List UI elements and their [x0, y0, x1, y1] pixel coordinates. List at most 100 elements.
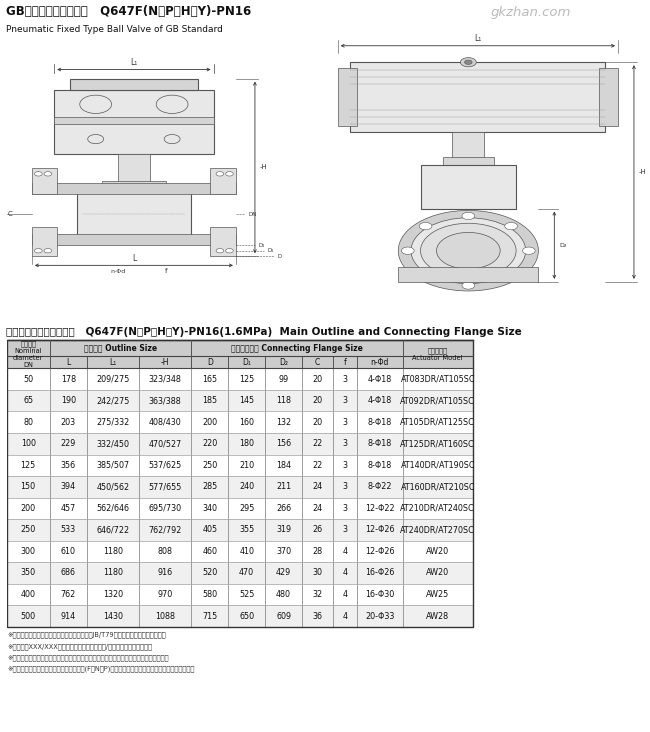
- Bar: [102, 182, 166, 194]
- Text: AT083DR/AT105SC: AT083DR/AT105SC: [400, 375, 475, 384]
- Text: AW20: AW20: [426, 569, 449, 578]
- Bar: [228, 390, 265, 411]
- Bar: [86, 390, 139, 411]
- Bar: [86, 519, 139, 541]
- Bar: [50, 390, 86, 411]
- Text: 24: 24: [312, 482, 322, 491]
- Circle shape: [44, 171, 52, 176]
- Text: 3: 3: [343, 418, 347, 427]
- Text: 1430: 1430: [103, 611, 123, 621]
- Bar: [6, 390, 50, 411]
- Text: 178: 178: [60, 375, 76, 384]
- Bar: [86, 433, 139, 455]
- Bar: [357, 605, 403, 627]
- Bar: [265, 541, 302, 562]
- Text: 457: 457: [60, 504, 76, 513]
- Bar: [139, 541, 191, 562]
- Bar: [191, 455, 228, 476]
- Text: 211: 211: [276, 482, 291, 491]
- Bar: [50, 562, 86, 583]
- Text: 610: 610: [61, 547, 76, 556]
- Bar: [86, 476, 139, 498]
- Text: AT140DR/AT190SC: AT140DR/AT190SC: [400, 460, 475, 470]
- Text: 125: 125: [21, 460, 36, 470]
- Bar: [333, 476, 357, 498]
- Text: 4: 4: [343, 611, 347, 621]
- Text: 285: 285: [202, 482, 217, 491]
- Text: 562/646: 562/646: [96, 504, 129, 513]
- Text: 执行器型号
Actuator Model: 执行器型号 Actuator Model: [413, 348, 463, 361]
- Bar: [86, 583, 139, 605]
- Bar: [211, 168, 236, 194]
- Bar: [452, 132, 484, 159]
- Text: 65: 65: [23, 396, 33, 406]
- Text: 356: 356: [60, 460, 76, 470]
- Text: 3: 3: [343, 375, 347, 384]
- Text: 460: 460: [202, 547, 217, 556]
- Bar: [403, 455, 473, 476]
- Bar: [86, 411, 139, 433]
- Text: -H: -H: [161, 358, 170, 367]
- Bar: [357, 455, 403, 476]
- Text: 125: 125: [239, 375, 254, 384]
- Circle shape: [34, 248, 42, 253]
- Text: 762: 762: [60, 590, 76, 599]
- Bar: [6, 562, 473, 583]
- Text: 16-Φ30: 16-Φ30: [365, 590, 395, 599]
- Text: 580: 580: [202, 590, 217, 599]
- Text: ※注：以上执行器配置及数据均采用软密封(F、N、P)阀门，硬密封阀门的配置及数据请咨询本公司。: ※注：以上执行器配置及数据均采用软密封(F、N、P)阀门，硬密封阀门的配置及数据…: [8, 666, 195, 673]
- Bar: [50, 340, 191, 356]
- Bar: [6, 455, 473, 476]
- Bar: [421, 165, 516, 209]
- Bar: [6, 476, 473, 498]
- Bar: [6, 368, 50, 390]
- Bar: [6, 433, 50, 455]
- Text: 20: 20: [312, 418, 322, 427]
- Circle shape: [460, 58, 476, 67]
- Text: AT240DR/AT270SC: AT240DR/AT270SC: [400, 526, 475, 534]
- Bar: [333, 519, 357, 541]
- Text: 209/275: 209/275: [96, 375, 129, 384]
- Text: 429: 429: [276, 569, 291, 578]
- Text: 323/348: 323/348: [149, 375, 181, 384]
- Bar: [228, 411, 265, 433]
- Bar: [191, 368, 228, 390]
- Text: 370: 370: [276, 547, 291, 556]
- Text: 8-Φ18: 8-Φ18: [368, 439, 392, 448]
- Bar: [139, 433, 191, 455]
- Text: 16-Φ26: 16-Φ26: [365, 569, 395, 578]
- Bar: [86, 368, 139, 390]
- Bar: [50, 356, 86, 368]
- Bar: [6, 583, 473, 605]
- Bar: [265, 476, 302, 498]
- Bar: [265, 455, 302, 476]
- Bar: [139, 390, 191, 411]
- Text: 319: 319: [276, 526, 291, 534]
- Bar: [302, 498, 333, 519]
- Text: 3: 3: [343, 396, 347, 406]
- Bar: [403, 433, 473, 455]
- Text: ※注：系列球阀结构长度及连接法兰尺寸可根据JB/T79标准或成用户要求设计制造。: ※注：系列球阀结构长度及连接法兰尺寸可根据JB/T79标准或成用户要求设计制造。: [8, 632, 166, 638]
- Text: 12-Φ26: 12-Φ26: [365, 547, 395, 556]
- Text: 695/730: 695/730: [149, 504, 182, 513]
- Bar: [6, 411, 50, 433]
- Bar: [32, 234, 236, 245]
- Text: AW28: AW28: [426, 611, 449, 621]
- Text: 主要外形及连接法兰尺寸   Q647F(N、P、H、Y)-PN16(1.6MPa)  Main Outline and Connecting Flange Si: 主要外形及连接法兰尺寸 Q647F(N、P、H、Y)-PN16(1.6MPa) …: [6, 327, 522, 337]
- Circle shape: [437, 232, 500, 269]
- Bar: [357, 411, 403, 433]
- Bar: [191, 390, 228, 411]
- Text: 350: 350: [21, 569, 36, 578]
- Circle shape: [34, 171, 42, 176]
- Bar: [191, 498, 228, 519]
- Bar: [191, 541, 228, 562]
- Bar: [50, 498, 86, 519]
- Bar: [6, 605, 473, 627]
- Bar: [302, 368, 333, 390]
- Text: 22: 22: [312, 439, 322, 448]
- Bar: [333, 390, 357, 411]
- Text: 180: 180: [239, 439, 254, 448]
- Text: 200: 200: [202, 418, 217, 427]
- Bar: [403, 541, 473, 562]
- Text: 500: 500: [21, 611, 36, 621]
